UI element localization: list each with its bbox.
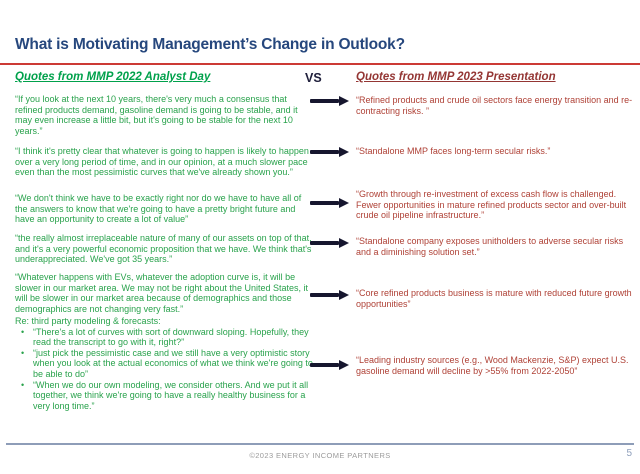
column-header-2023-presentation: Quotes from MMP 2023 Presentation — [356, 71, 556, 83]
right-quote-3: “Growth through re-investment of excess … — [356, 189, 627, 221]
left-quote-5: “Whatever happens with EVs, whatever the… — [15, 272, 308, 314]
footer-copyright: ©2023 ENERGY INCOME PARTNERS — [249, 451, 391, 460]
right-quote-1: “Refined products and crude oil sectors … — [356, 95, 633, 116]
page-title: What is Motivating Management’s Change i… — [15, 36, 405, 53]
right-quote-5: “Core refined products business is matur… — [356, 288, 632, 309]
column-header-2022-analyst-day: Quotes from MMP 2022 Analyst Day — [15, 71, 211, 83]
forecast-bullet: “There's a lot of curves with sort of do… — [15, 327, 313, 348]
title-divider — [0, 63, 640, 65]
left-quote-1: “If you look at the next 10 years, there… — [15, 94, 298, 136]
left-quote-3: “We don't think we have to be exactly ri… — [15, 193, 302, 225]
footer-divider — [6, 443, 634, 445]
vs-label: VS — [305, 71, 322, 85]
left-quote-2: “I think it's pretty clear that whatever… — [15, 146, 309, 178]
left-quote-4: “the really almost irreplaceable nature … — [15, 233, 312, 265]
forecast-bullet: “When we do our own modeling, we conside… — [15, 380, 313, 412]
right-quote-2: “Standalone MMP faces long-term secular … — [356, 146, 551, 156]
forecast-bullet: “just pick the pessimistic case and we s… — [15, 348, 313, 380]
right-arrow-icon — [310, 360, 349, 370]
left-forecast-block: Re: third party modeling & forecasts: “T… — [15, 316, 313, 411]
right-arrow-icon — [310, 198, 349, 208]
right-arrow-icon — [310, 290, 349, 300]
right-arrow-icon — [310, 147, 349, 157]
right-quote-4: “Standalone company exposes unitholders … — [356, 236, 624, 257]
right-quote-6: “Leading industry sources (e.g., Wood Ma… — [356, 355, 629, 376]
right-arrow-icon — [310, 238, 349, 248]
forecast-bullet-list: “There's a lot of curves with sort of do… — [15, 327, 313, 412]
page-number: 5 — [626, 448, 632, 459]
forecast-intro: Re: third party modeling & forecasts: — [15, 316, 161, 326]
right-arrow-icon — [310, 96, 349, 106]
